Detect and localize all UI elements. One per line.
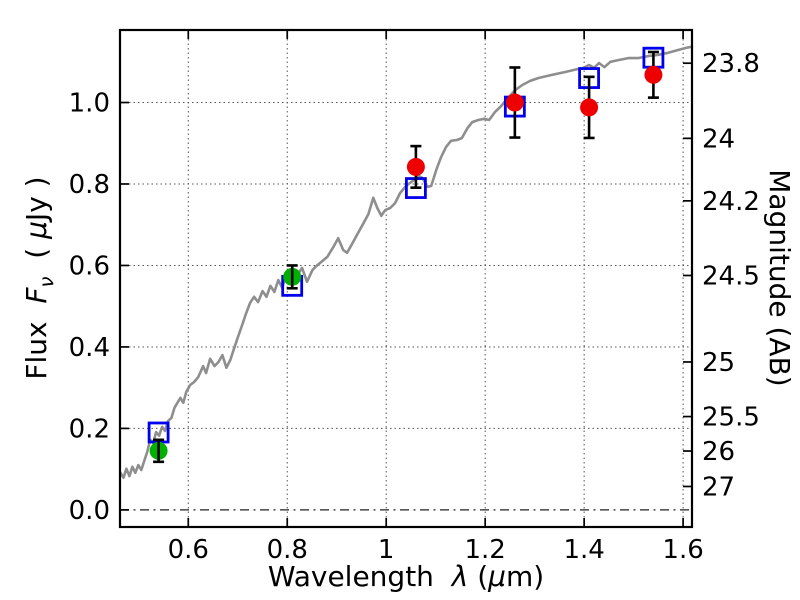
y-tick-label-right: 27: [702, 472, 735, 502]
y-tick-label-left: 0.4: [69, 333, 110, 363]
y-tick-label-right: 23.8: [702, 49, 760, 79]
observed-photometry-marker: [644, 65, 663, 84]
flux-mu-symbol: μ: [20, 221, 53, 240]
x-tick-label: 1.6: [662, 535, 703, 565]
y-tick-label-left: 0.6: [69, 251, 110, 281]
lambda-symbol: λ: [450, 560, 469, 593]
flux-F-symbol: F: [20, 287, 53, 304]
y-tick-label-left: 0.0: [69, 496, 110, 526]
y-tick-label-left: 1.0: [69, 89, 110, 119]
model-spectrum-line: [119, 45, 694, 479]
axes-box: [118, 28, 694, 529]
y-tick-label-left: 0.2: [69, 414, 110, 444]
x-axis-label-text: Wavelength: [268, 560, 452, 593]
plot-area: 0.6 0.8 1 1.2 1.4 1.6 0.0 0.2 0.4 0.6 0.8 1.0 23.8 24…: [69, 28, 760, 565]
x-axis-unit-text: m): [506, 560, 544, 593]
mu-symbol: μ: [487, 560, 506, 593]
observed-photometry-marker: [580, 98, 599, 117]
y-tick-label-right: 24.2: [702, 187, 760, 217]
x-tick-label: 1.4: [563, 535, 604, 565]
flux-unit-text: Jy ): [20, 176, 53, 223]
observed-photometry-marker: [406, 157, 425, 176]
x-axis-label: Wavelength λ (μm): [268, 560, 544, 593]
x-tick-label: 1.2: [464, 535, 505, 565]
observed-photometry-marker: [505, 93, 524, 112]
magnitude-label-text: Magnitude (AB): [763, 169, 796, 386]
flux-unit-paren: (: [20, 239, 53, 277]
x-axis-label-paren: (: [468, 560, 488, 593]
y-tick-label-left: 0.8: [69, 170, 110, 200]
y-axis-right-label: Magnitude (AB): [763, 169, 796, 386]
error-bar: [286, 264, 298, 290]
y-tick-label-right: 26: [702, 437, 735, 467]
y-tick-label-right: 24.5: [702, 261, 760, 291]
y-tick-label-right: 25.5: [702, 403, 760, 433]
x-tick-label: 0.6: [168, 535, 209, 565]
y-axis-left-label: Flux Fν ( μJy ): [20, 176, 58, 379]
x-tick-label: 1: [378, 535, 395, 565]
x-tick-label: 0.8: [267, 535, 308, 565]
y-tick-label-right: 25: [702, 348, 735, 378]
nu-subscript: ν: [35, 276, 58, 287]
flux-label-text: Flux: [20, 304, 53, 380]
y-tick-label-right: 24: [702, 124, 735, 154]
error-bar: [153, 438, 165, 464]
